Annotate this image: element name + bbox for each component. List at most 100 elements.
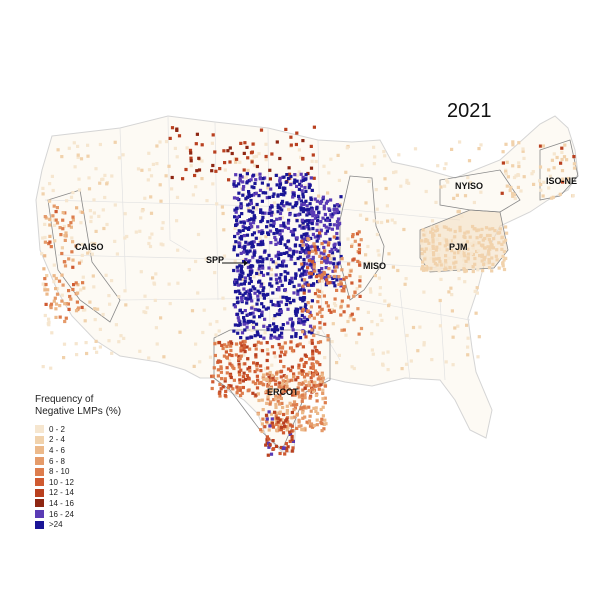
lmp-cell [147, 168, 152, 172]
lmp-cell [260, 199, 264, 203]
lmp-cell [289, 182, 293, 187]
lmp-cell [60, 299, 64, 303]
lmp-cell [353, 291, 357, 295]
lmp-cell [372, 219, 376, 223]
lmp-cell [269, 333, 273, 337]
legend-label: 8 - 10 [49, 467, 70, 477]
lmp-cell [251, 142, 255, 146]
lmp-cell [320, 307, 324, 311]
lmp-cell [318, 305, 322, 309]
lmp-cell [73, 165, 77, 169]
lmp-cell [297, 395, 301, 399]
lmp-cell [477, 147, 481, 151]
lmp-cell [358, 279, 362, 283]
lmp-cell [413, 147, 418, 151]
lmp-cell [74, 342, 78, 346]
lmp-cell [276, 203, 280, 207]
lmp-cell [571, 194, 575, 198]
lmp-cell [332, 309, 336, 313]
lmp-cell [92, 198, 96, 202]
lmp-cell [259, 428, 263, 432]
lmp-cell [63, 264, 68, 268]
lmp-cell [54, 307, 58, 311]
lmp-cell [331, 322, 335, 326]
lmp-cell [463, 231, 467, 235]
lmp-cell [240, 296, 244, 300]
lmp-cell [49, 245, 53, 249]
lmp-cell [263, 331, 267, 335]
lmp-cell [260, 349, 265, 353]
lmp-cell [434, 257, 438, 261]
lmp-cell [240, 277, 244, 282]
lmp-cell [241, 228, 245, 232]
lmp-cell [79, 157, 84, 161]
lmp-cell [161, 243, 165, 247]
lmp-cell [232, 378, 236, 382]
lmp-cell [301, 221, 305, 225]
lmp-cell [290, 416, 294, 420]
lmp-cell [232, 245, 236, 249]
lmp-cell [273, 335, 277, 339]
lmp-cell [550, 196, 554, 200]
lmp-cell [305, 420, 309, 424]
lmp-cell [234, 173, 238, 177]
lmp-cell [422, 341, 426, 345]
lmp-cell [291, 446, 295, 450]
lmp-cell [293, 178, 297, 182]
lmp-cell [267, 410, 271, 414]
lmp-cell [173, 146, 177, 150]
lmp-cell [274, 273, 278, 277]
lmp-cell [516, 185, 520, 189]
lmp-cell [299, 172, 303, 176]
lmp-cell [258, 291, 262, 295]
lmp-cell [446, 227, 450, 231]
lmp-cell [50, 331, 54, 335]
lmp-cell [227, 384, 231, 388]
lmp-cell [293, 203, 298, 208]
lmp-cell [277, 286, 281, 290]
lmp-cell [325, 199, 330, 203]
lmp-cell [390, 218, 394, 222]
lmp-cell [319, 377, 323, 381]
lmp-cell [282, 221, 286, 225]
lmp-cell [202, 308, 206, 312]
lmp-cell [273, 314, 277, 318]
lmp-cell [316, 300, 320, 304]
lmp-cell [327, 254, 331, 258]
lmp-cell [475, 286, 479, 290]
lmp-cell [275, 336, 279, 340]
lmp-cell [296, 213, 300, 217]
lmp-cell [121, 153, 125, 157]
lmp-cell [164, 140, 169, 144]
lmp-cell [302, 375, 307, 379]
lmp-cell [538, 179, 542, 183]
lmp-cell [498, 231, 502, 235]
lmp-cell [293, 173, 297, 177]
lmp-cell [48, 223, 52, 227]
lmp-cell [287, 166, 291, 170]
lmp-cell [378, 292, 382, 296]
lmp-cell [260, 422, 264, 426]
lmp-cell [295, 219, 299, 223]
lmp-cell [373, 155, 377, 159]
lmp-cell [189, 159, 193, 163]
lmp-cell [52, 204, 56, 208]
lmp-cell [458, 229, 462, 233]
lmp-cell [300, 226, 304, 230]
lmp-cell [308, 424, 313, 428]
legend-swatch [35, 446, 44, 455]
lmp-cell [299, 288, 303, 292]
lmp-cell [238, 179, 242, 183]
lmp-cell [284, 264, 288, 268]
lmp-cell [151, 162, 155, 166]
lmp-cell [471, 265, 475, 269]
lmp-cell [290, 323, 294, 327]
lmp-cell [302, 322, 306, 326]
lmp-cell [277, 342, 281, 347]
lmp-cell [386, 219, 390, 223]
lmp-cell [300, 369, 304, 373]
lmp-cell [242, 168, 246, 172]
lmp-cell [283, 389, 287, 393]
lmp-cell [280, 401, 284, 405]
lmp-cell [295, 174, 299, 178]
